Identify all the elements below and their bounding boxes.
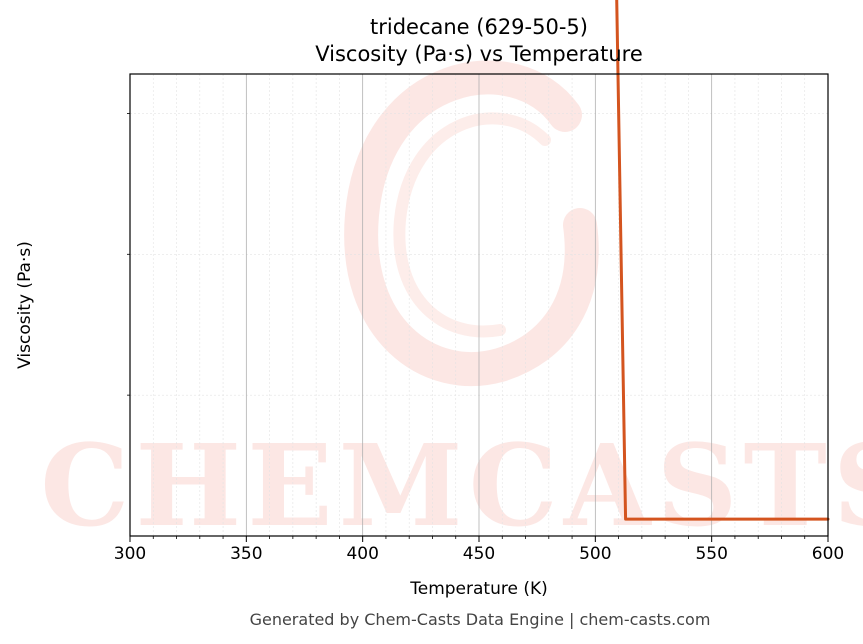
major-grid [129, 74, 829, 536]
y-axis-label: Viscosity (Pa·s) [15, 241, 35, 369]
x-axis: 300 350 400 450 500 550 600 [114, 536, 844, 564]
x-tick-label: 600 [812, 544, 844, 564]
x-tick-label: 350 [230, 544, 262, 564]
chart-title: tridecane (629-50-5) [370, 15, 588, 39]
x-axis-label: Temperature (K) [409, 579, 548, 599]
x-tick-label: 450 [463, 544, 495, 564]
x-tick-label: 500 [579, 544, 611, 564]
x-tick-label: 550 [695, 544, 727, 564]
footer-credit: Generated by Chem-Casts Data Engine | ch… [250, 610, 711, 629]
y-axis: 0.00020.00040.00060.00080.00100.00120.00… [127, 113, 130, 396]
chemcasts-watermark: CHEMCASTS [40, 60, 863, 552]
chart-subtitle: Viscosity (Pa·s) vs Temperature [315, 42, 643, 66]
x-tick-label: 400 [346, 544, 378, 564]
watermark-text: CHEMCASTS [40, 421, 863, 552]
x-tick-label: 300 [114, 544, 146, 564]
